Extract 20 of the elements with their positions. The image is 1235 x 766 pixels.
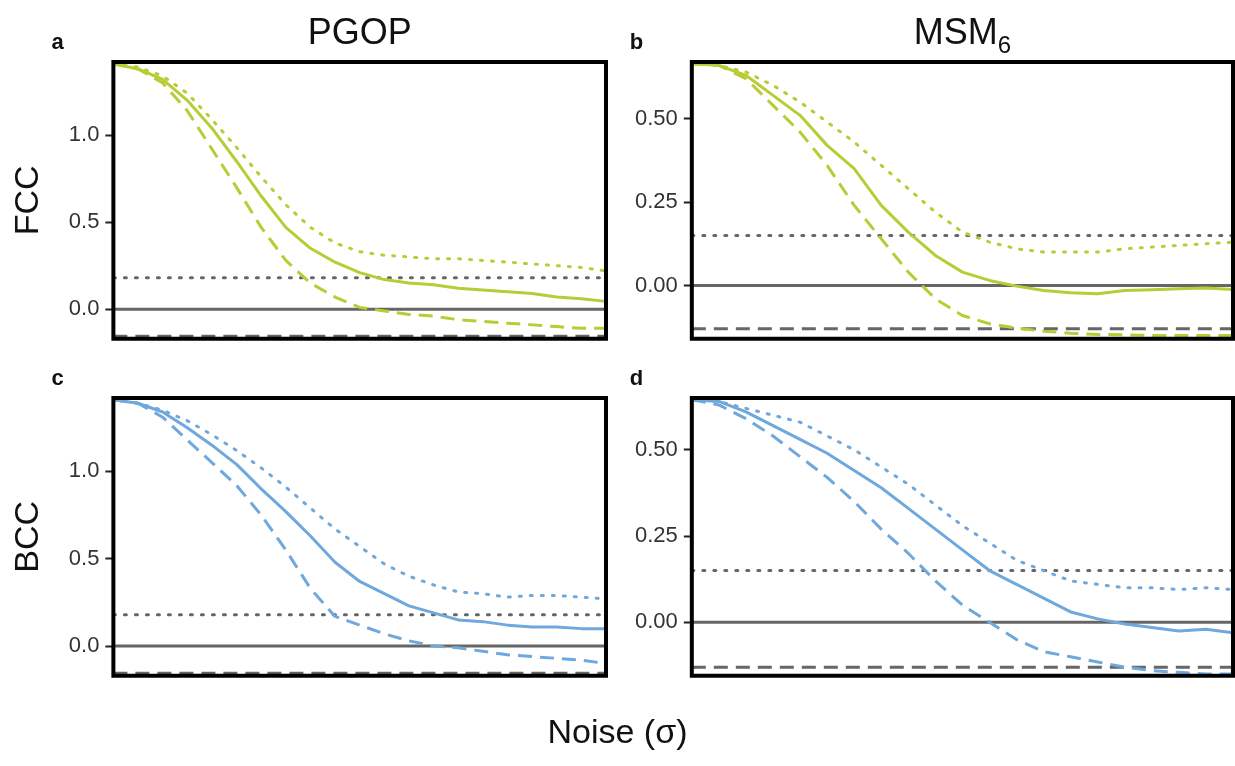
y-tick-label: 0.0 (68, 295, 100, 321)
y-axis-title: BCC (6, 501, 45, 573)
text: c (51, 365, 64, 391)
y-tick-label: 1.0 (68, 121, 100, 147)
y-tick-label: 0.00 (634, 608, 678, 634)
y-tick-label: 0.50 (634, 435, 678, 461)
y-tick-label: 0.5 (68, 544, 100, 570)
text: a (51, 29, 65, 55)
y-tick-label: 0.50 (634, 104, 678, 130)
y-tick-label: 0.5 (68, 208, 100, 234)
y-tick-label: 0.25 (634, 188, 678, 214)
y-tick-label: 0.0 (68, 632, 100, 658)
y-tick-label: 0.00 (634, 271, 678, 297)
text: b (629, 29, 644, 55)
chart-title: PGOP (307, 10, 412, 52)
y-tick-label: 0.25 (634, 522, 678, 548)
text: d (629, 365, 644, 391)
y-tick-label: 1.0 (68, 457, 100, 483)
y-axis-title: FCC (6, 165, 45, 236)
x-axis-title: Noise (σ) (546, 712, 689, 751)
